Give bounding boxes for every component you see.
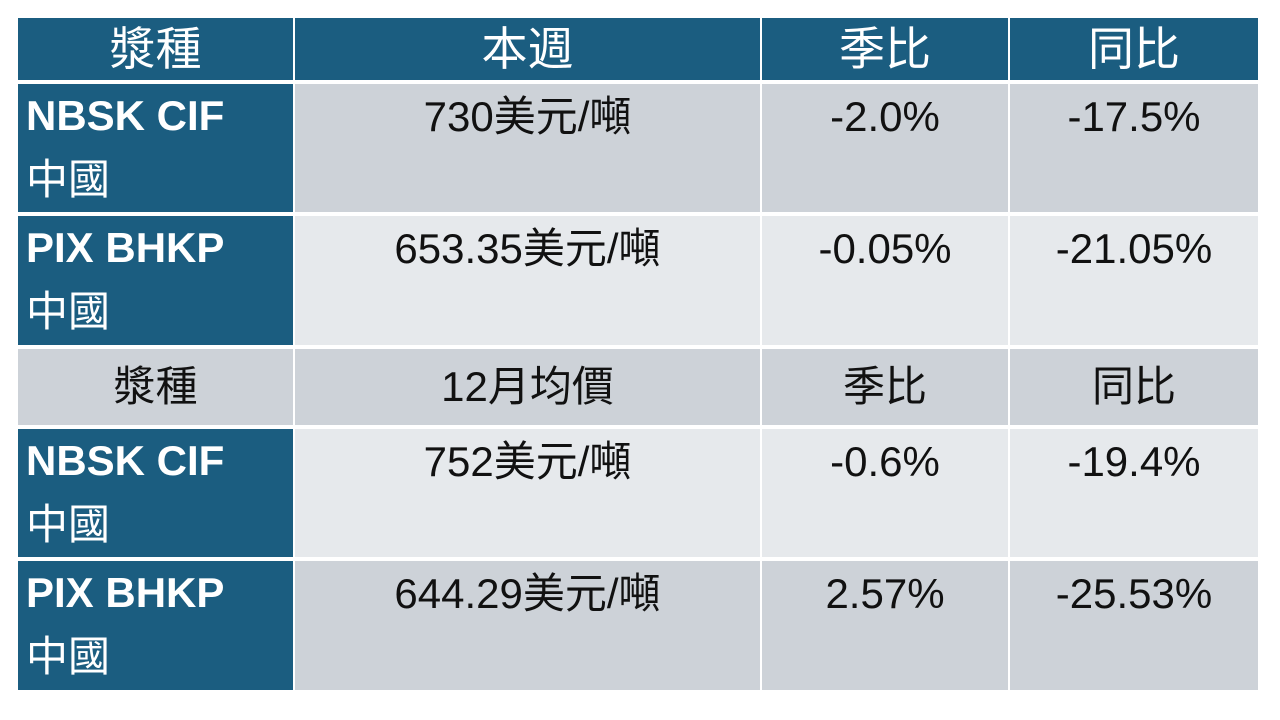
- value-cell: -17.5%: [1010, 84, 1258, 212]
- value-cell: 752美元/噸: [295, 429, 760, 557]
- header-cell: 同比: [1010, 18, 1258, 80]
- row-label: PIX BHKP 中國: [18, 216, 293, 345]
- value-cell: -0.6%: [762, 429, 1008, 557]
- header-cell: 本週: [295, 18, 760, 80]
- product-name: NBSK CIF: [26, 437, 225, 484]
- region: 中國: [26, 501, 111, 548]
- value-cell: 730美元/噸: [295, 84, 760, 212]
- subheader-cell: 季比: [762, 349, 1008, 425]
- subheader-cell: 12月均價: [295, 349, 760, 425]
- subheader-cell: 同比: [1010, 349, 1258, 425]
- value-cell: -25.53%: [1010, 561, 1258, 690]
- header-cell: 季比: [762, 18, 1008, 80]
- row-label: NBSK CIF 中國: [18, 429, 293, 557]
- value-cell: 644.29美元/噸: [295, 561, 760, 690]
- row-label: PIX BHKP 中國: [18, 561, 293, 690]
- value-cell: -21.05%: [1010, 216, 1258, 345]
- subheader-cell: 漿種: [18, 349, 293, 425]
- value-cell: 2.57%: [762, 561, 1008, 690]
- value-cell: 653.35美元/噸: [295, 216, 760, 345]
- header-cell: 漿種: [18, 18, 293, 80]
- region: 中國: [26, 288, 111, 335]
- value-cell: -19.4%: [1010, 429, 1258, 557]
- region: 中國: [26, 156, 111, 203]
- product-name: PIX BHKP: [26, 569, 225, 616]
- value-cell: -0.05%: [762, 216, 1008, 345]
- value-cell: -2.0%: [762, 84, 1008, 212]
- row-label: NBSK CIF 中國: [18, 84, 293, 212]
- region: 中國: [26, 633, 111, 680]
- product-name: NBSK CIF: [26, 92, 225, 139]
- product-name: PIX BHKP: [26, 224, 225, 271]
